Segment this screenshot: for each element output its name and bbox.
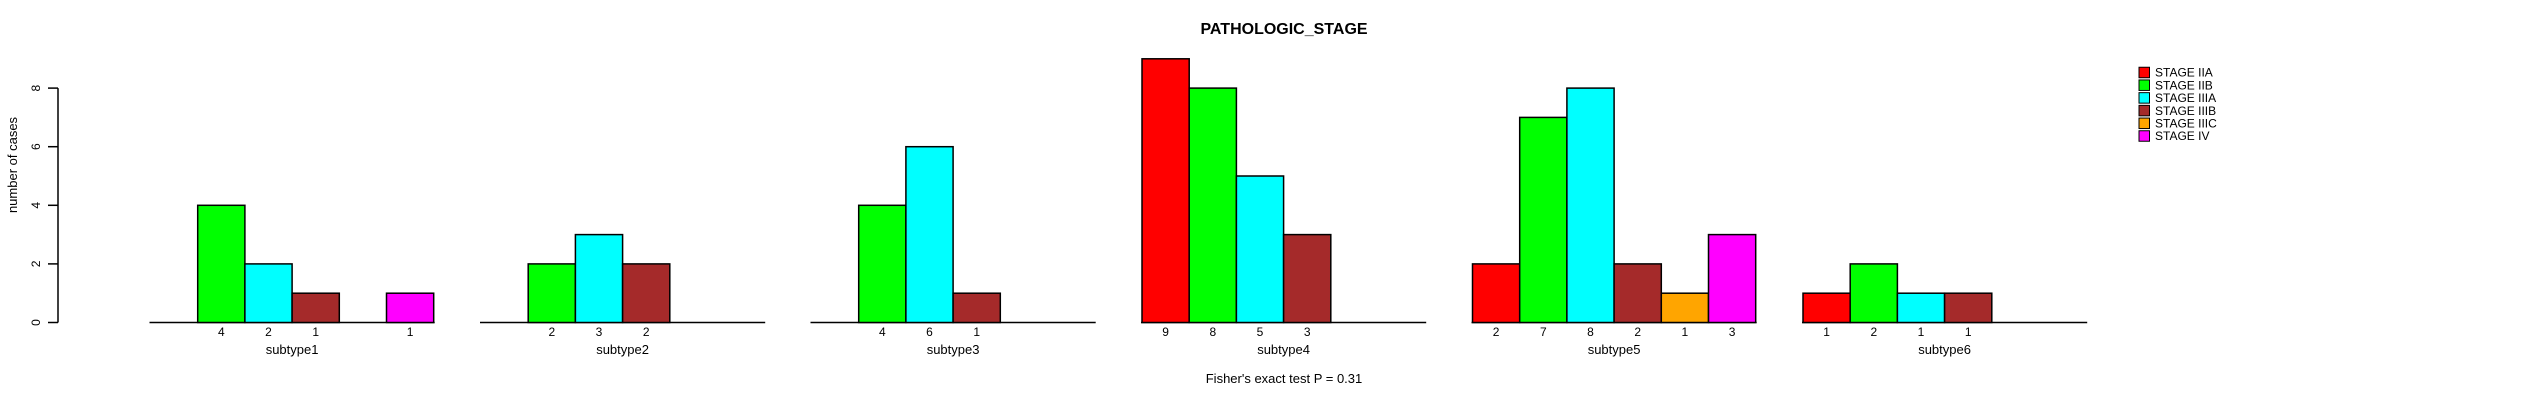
bar-value-label: 3 bbox=[596, 325, 603, 339]
category-label-subtype5: subtype5 bbox=[1588, 342, 1641, 357]
bar-stage-iiib-subtype3 bbox=[952, 292, 1002, 324]
chart-title: PATHOLOGIC_STAGE bbox=[1200, 21, 1367, 38]
bar-value-label: 1 bbox=[1918, 325, 1925, 339]
bar-value-label: 1 bbox=[1823, 325, 1830, 339]
bar-stage-iiia-subtype5 bbox=[1566, 87, 1615, 324]
bar-stage-iia-subtype4 bbox=[1141, 58, 1190, 324]
legend-label: STAGE IIA bbox=[2155, 66, 2213, 80]
bar-value-label: 2 bbox=[1634, 325, 1641, 339]
legend-swatch bbox=[2138, 79, 2150, 91]
category-label-subtype2: subtype2 bbox=[596, 342, 649, 357]
bar-value-label: 5 bbox=[1257, 325, 1264, 339]
bar-value-label: 4 bbox=[218, 325, 225, 339]
bars bbox=[196, 58, 1993, 324]
bar-value-label: 2 bbox=[548, 325, 555, 339]
legend-label: STAGE IIIA bbox=[2155, 91, 2216, 105]
y-tick-label: 4 bbox=[29, 202, 43, 209]
bar-value-label: 1 bbox=[407, 325, 414, 339]
bar-value-label: 8 bbox=[1587, 325, 1594, 339]
bar-value-label: 9 bbox=[1162, 325, 1169, 339]
legend-swatch bbox=[2138, 66, 2150, 79]
bar-value-label: 2 bbox=[1493, 325, 1500, 339]
bar-value-label: 1 bbox=[1682, 325, 1689, 339]
bar-value-label: 2 bbox=[1870, 325, 1877, 339]
y-axis-label: number of cases bbox=[5, 116, 20, 213]
fisher-test-annotation: Fisher's exact test P = 0.31 bbox=[1206, 371, 1363, 386]
bar-stage-iib-subtype2 bbox=[527, 263, 577, 324]
bar-stage-iib-subtype4 bbox=[1188, 87, 1238, 324]
legend-label: STAGE IIIB bbox=[2155, 104, 2216, 118]
y-tick-label: 8 bbox=[29, 84, 43, 91]
bar-stage-iiia-subtype1 bbox=[244, 263, 293, 324]
bar-value-label: 8 bbox=[1209, 325, 1216, 339]
bar-stage-iiia-subtype2 bbox=[574, 233, 624, 324]
legend-label: STAGE IIIC bbox=[2155, 117, 2217, 131]
bar-stage-iib-subtype1 bbox=[196, 204, 246, 324]
y-tick-label: 6 bbox=[29, 143, 43, 150]
bar-value-label: 1 bbox=[312, 325, 319, 339]
y-axis: 0 2 4 6 8 bbox=[29, 84, 59, 326]
bar-stage-iiia-subtype6 bbox=[1896, 292, 1946, 324]
bar-labels: 4 2 1 1 subtype1 2 3 2 subtype2 4 6 1 subtype3 9 8 5 3 su… bbox=[218, 325, 1972, 357]
category-label-subtype4: subtype4 bbox=[1257, 342, 1310, 357]
bar-value-label: 1 bbox=[973, 325, 980, 339]
y-tick-label: 2 bbox=[29, 260, 43, 267]
bar-value-label: 3 bbox=[1729, 325, 1736, 339]
legend-swatch bbox=[2138, 130, 2150, 142]
legend-swatch bbox=[2138, 92, 2150, 104]
bar-stage-iiib-subtype1 bbox=[291, 292, 341, 324]
bar-stage-iiia-subtype3 bbox=[905, 145, 954, 324]
bar-stage-iv-subtype5 bbox=[1707, 233, 1757, 324]
y-tick-label: 0 bbox=[29, 319, 43, 326]
bar-stage-iiia-subtype4 bbox=[1235, 175, 1285, 324]
bar-stage-iib-subtype6 bbox=[1849, 263, 1899, 324]
category-label-subtype1: subtype1 bbox=[266, 342, 319, 357]
bar-value-label: 2 bbox=[265, 325, 272, 339]
legend-label: STAGE IIB bbox=[2155, 78, 2213, 92]
bar-value-label: 1 bbox=[1965, 325, 1972, 339]
bar-stage-iib-subtype5 bbox=[1518, 116, 1568, 324]
bar-value-label: 4 bbox=[879, 325, 886, 339]
bar-value-label: 6 bbox=[926, 325, 933, 339]
bar-stage-iv-subtype1 bbox=[385, 292, 435, 324]
category-label-subtype6: subtype6 bbox=[1918, 342, 1971, 357]
bar-value-label: 2 bbox=[643, 325, 650, 339]
legend-swatch bbox=[2138, 104, 2150, 117]
bar-value-label: 7 bbox=[1540, 325, 1547, 339]
bar-stage-iib-subtype3 bbox=[857, 204, 907, 324]
legend-label: STAGE IV bbox=[2155, 129, 2209, 143]
bar-stage-iiib-subtype5 bbox=[1613, 263, 1663, 324]
category-label-subtype3: subtype3 bbox=[927, 342, 980, 357]
bar-stage-iia-subtype5 bbox=[1471, 263, 1521, 324]
bar-stage-iiic-subtype5 bbox=[1660, 292, 1710, 324]
bar-value-label: 3 bbox=[1304, 325, 1311, 339]
bar-stage-iiib-subtype2 bbox=[621, 263, 671, 324]
bar-stage-iia-subtype6 bbox=[1802, 292, 1851, 324]
bar-stage-iiib-subtype4 bbox=[1282, 233, 1332, 324]
legend-swatch bbox=[2138, 117, 2150, 130]
bar-stage-iiib-subtype6 bbox=[1943, 292, 1993, 324]
